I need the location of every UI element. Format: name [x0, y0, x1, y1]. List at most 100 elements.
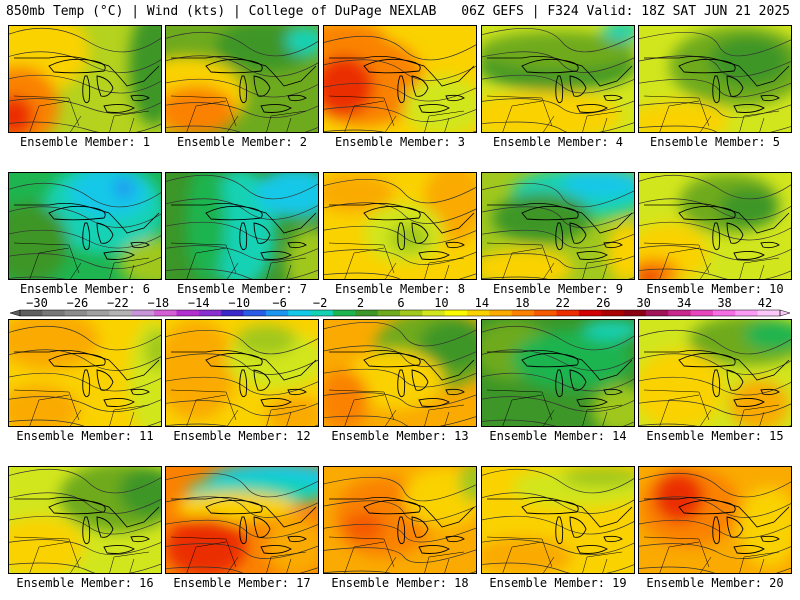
- contour-line: [324, 225, 476, 245]
- lake-outline: [521, 352, 579, 368]
- state-border: [502, 100, 543, 132]
- state-border: [602, 558, 608, 573]
- temperature-region: [236, 325, 296, 355]
- state-border: [227, 115, 239, 132]
- lake-outline: [445, 94, 465, 102]
- contour-line: [9, 51, 161, 73]
- contour-line: [9, 121, 161, 132]
- contour-line: [166, 423, 318, 426]
- colorbar-min-arrow: [9, 309, 21, 317]
- state-border: [328, 536, 395, 568]
- country-border: [644, 203, 790, 234]
- contour-line: [482, 419, 634, 426]
- lake-outline: [411, 369, 429, 391]
- lake-outline: [48, 205, 106, 221]
- contour-line: [639, 125, 791, 132]
- lake-outline: [48, 499, 106, 515]
- lake-outline: [418, 250, 450, 260]
- colorbar-tick-label: 38: [717, 296, 732, 310]
- lake-outline: [678, 352, 736, 368]
- colorbar-tick-label: −18: [147, 296, 170, 310]
- contour-line: [324, 178, 476, 204]
- lake-outline: [760, 388, 780, 396]
- temperature-region: [709, 36, 789, 86]
- ensemble-member-map: [323, 172, 477, 280]
- temperature-map: [324, 467, 476, 573]
- temperature-region: [344, 512, 384, 542]
- contour-line: [482, 229, 634, 249]
- contour-line: [166, 245, 318, 261]
- country-border: [329, 203, 475, 234]
- colorbar-segment: [310, 310, 334, 316]
- ensemble-member-map: [8, 466, 162, 574]
- colorbar-segment: [288, 310, 312, 316]
- colorbar-segment: [735, 310, 759, 316]
- temperature-region: [266, 517, 318, 573]
- lake-outline: [733, 250, 765, 260]
- ensemble-member-label: Ensemble Member: 12: [173, 429, 311, 443]
- temperature-map: [166, 173, 318, 279]
- ensemble-member-label: Ensemble Member: 8: [334, 282, 466, 296]
- state-border: [602, 117, 608, 132]
- colorbar-segment: [265, 310, 289, 316]
- temperature-map: [324, 26, 476, 132]
- contour-line: [482, 182, 634, 208]
- lake-outline: [555, 222, 564, 251]
- lake-outline: [48, 352, 106, 368]
- temperature-map: [166, 467, 318, 573]
- lake-outline: [411, 516, 429, 538]
- model-run-info: 06Z GEFS | F324 Valid: 18Z SAT JUN 21 20…: [461, 4, 790, 19]
- lake-outline: [260, 250, 292, 260]
- lake-outline: [521, 499, 579, 515]
- lake-outline: [603, 241, 623, 249]
- contour-line: [324, 547, 476, 563]
- lake-outline: [260, 103, 292, 113]
- contour-line: [324, 523, 476, 543]
- state-border: [266, 110, 307, 132]
- temperature-region: [119, 238, 161, 279]
- temperature-region: [592, 385, 634, 426]
- lake-outline: [555, 75, 564, 104]
- temperature-region: [166, 320, 236, 420]
- temperature-region: [144, 330, 161, 370]
- temperature-region: [286, 26, 318, 56]
- contour-line: [166, 543, 318, 559]
- lake-outline: [287, 241, 307, 249]
- temperature-region: [404, 467, 476, 527]
- state-border: [582, 551, 623, 573]
- colorbar-segment: [377, 310, 401, 316]
- ensemble-member-map: [323, 25, 477, 133]
- lake-outline: [96, 222, 114, 244]
- state-border: [129, 558, 135, 573]
- ensemble-member-map: [165, 466, 319, 574]
- state-border: [602, 264, 608, 279]
- contour-line: [639, 31, 791, 57]
- state-border: [739, 551, 780, 573]
- ensemble-member-map: [638, 172, 792, 280]
- state-border: [543, 115, 555, 132]
- lake-outline: [678, 58, 736, 74]
- state-border: [602, 411, 608, 426]
- state-border: [582, 110, 623, 132]
- ensemble-member-label: Ensemble Member: 16: [16, 576, 154, 590]
- contour-line: [166, 496, 318, 518]
- contour-line: [482, 98, 634, 114]
- state-border: [286, 411, 292, 426]
- state-border: [344, 247, 385, 279]
- contour-line: [166, 400, 318, 416]
- colorbar-segment: [511, 310, 535, 316]
- colorbar-segment: [198, 310, 222, 316]
- lake-outline: [253, 516, 271, 538]
- state-border: [444, 117, 450, 132]
- colorbar-segment: [467, 310, 490, 316]
- state-border: [444, 264, 450, 279]
- temperature-region: [324, 173, 394, 213]
- temperature-region: [639, 350, 724, 426]
- colorbar-segment: [645, 310, 669, 316]
- lake-outline: [205, 499, 263, 515]
- contour-line: [324, 321, 476, 347]
- state-border: [70, 409, 82, 426]
- ensemble-member-label: Ensemble Member: 14: [489, 429, 627, 443]
- state-border: [659, 394, 700, 426]
- temperature-map: [482, 320, 634, 426]
